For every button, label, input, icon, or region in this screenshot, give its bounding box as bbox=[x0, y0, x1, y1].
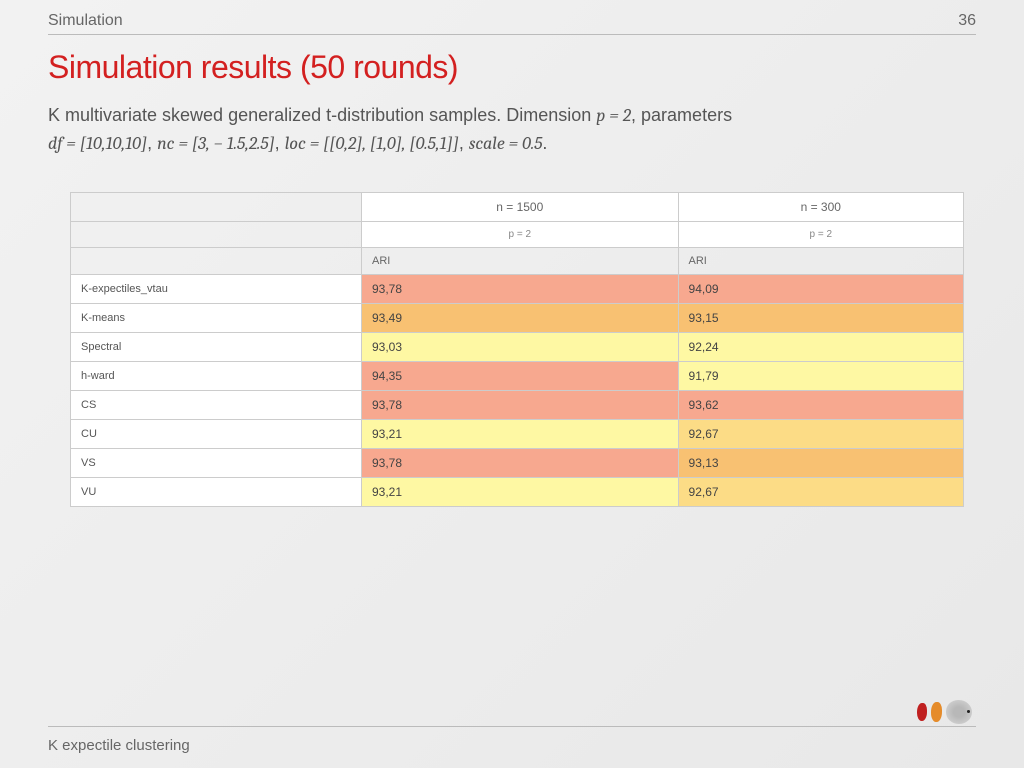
row-label: Spectral bbox=[71, 332, 362, 361]
param-scale: scale = 0.5 bbox=[469, 133, 543, 154]
param-sep: , bbox=[147, 133, 157, 153]
ari-label-2: ARI bbox=[678, 247, 963, 274]
table-spacer bbox=[71, 221, 362, 247]
table-row: h-ward94,3591,79 bbox=[71, 361, 964, 390]
cell-value: 93,78 bbox=[362, 274, 679, 303]
cell-value: 93,78 bbox=[362, 390, 679, 419]
cell-value: 94,09 bbox=[678, 274, 963, 303]
param-df: df = [10,10,10] bbox=[48, 133, 147, 154]
col-group-p1: p = 2 bbox=[362, 221, 679, 247]
logo-blob-red bbox=[917, 703, 927, 721]
logo-blob-grey bbox=[946, 700, 972, 724]
section-name: Simulation bbox=[48, 12, 123, 30]
table-row: K-expectiles_vtau93,7894,09 bbox=[71, 274, 964, 303]
results-table: n = 1500 n = 300 p = 2 p = 2 ARI ARI K-e… bbox=[70, 192, 964, 507]
cell-value: 94,35 bbox=[362, 361, 679, 390]
table-spacer bbox=[71, 247, 362, 274]
table-row: Spectral93,0392,24 bbox=[71, 332, 964, 361]
cell-value: 93,62 bbox=[678, 390, 963, 419]
page-number: 36 bbox=[958, 12, 976, 30]
col-group-n2: n = 300 bbox=[678, 192, 963, 221]
param-intro: K multivariate skewed generalized t-dist… bbox=[48, 105, 596, 125]
slide-header: Simulation 36 bbox=[48, 12, 976, 35]
cell-value: 91,79 bbox=[678, 361, 963, 390]
param-nc: nc = [3, − 1.5,2.5] bbox=[157, 133, 275, 154]
row-label: K-means bbox=[71, 303, 362, 332]
cell-value: 93,78 bbox=[362, 448, 679, 477]
cell-value: 92,67 bbox=[678, 419, 963, 448]
row-label: VS bbox=[71, 448, 362, 477]
table-corner bbox=[71, 192, 362, 221]
cell-value: 93,13 bbox=[678, 448, 963, 477]
row-label: CU bbox=[71, 419, 362, 448]
param-sep: , bbox=[459, 133, 469, 153]
row-label: CS bbox=[71, 390, 362, 419]
cell-value: 93,21 bbox=[362, 419, 679, 448]
cell-value: 92,67 bbox=[678, 477, 963, 506]
table-row: K-means93,4993,15 bbox=[71, 303, 964, 332]
col-group-n1: n = 1500 bbox=[362, 192, 679, 221]
cell-value: 93,03 bbox=[362, 332, 679, 361]
ari-label-1: ARI bbox=[362, 247, 679, 274]
row-label: h-ward bbox=[71, 361, 362, 390]
row-label: VU bbox=[71, 477, 362, 506]
footer-text: K expectile clustering bbox=[48, 726, 976, 754]
logo-blob-orange bbox=[931, 702, 942, 722]
row-label: K-expectiles_vtau bbox=[71, 274, 362, 303]
col-group-p2: p = 2 bbox=[678, 221, 963, 247]
table-row: VS93,7893,13 bbox=[71, 448, 964, 477]
table-row: CS93,7893,62 bbox=[71, 390, 964, 419]
param-loc: loc = [[0,2], [1,0], [0.5,1]] bbox=[285, 133, 459, 154]
slide-title: Simulation results (50 rounds) bbox=[48, 49, 976, 86]
cell-value: 93,49 bbox=[362, 303, 679, 332]
table-row: CU93,2192,67 bbox=[71, 419, 964, 448]
param-p: p = 2 bbox=[596, 105, 631, 126]
cell-value: 92,24 bbox=[678, 332, 963, 361]
cell-value: 93,21 bbox=[362, 477, 679, 506]
param-sep: , bbox=[275, 133, 285, 153]
parameters-text: K multivariate skewed generalized t-dist… bbox=[48, 102, 976, 158]
decorative-logo bbox=[917, 700, 972, 724]
param-period: . bbox=[542, 133, 547, 153]
param-intro-post: , parameters bbox=[631, 105, 732, 125]
cell-value: 93,15 bbox=[678, 303, 963, 332]
table-row: VU93,2192,67 bbox=[71, 477, 964, 506]
